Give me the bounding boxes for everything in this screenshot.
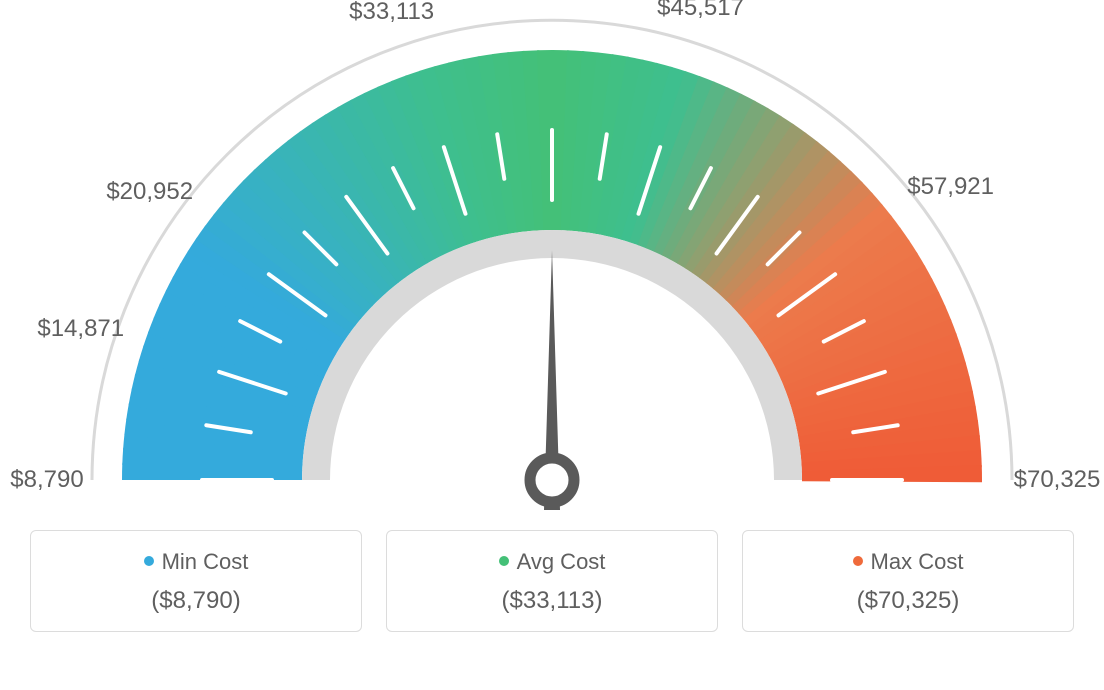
legend-title-avg: Avg Cost xyxy=(387,549,717,575)
legend-dot-min xyxy=(144,556,154,566)
legend-label-avg: Avg Cost xyxy=(517,549,606,574)
legend-box-max: Max Cost ($70,325) xyxy=(742,530,1074,632)
legend-dot-avg xyxy=(499,556,509,566)
gauge-tick-label: $33,113 xyxy=(349,0,434,26)
legend-box-min: Min Cost ($8,790) xyxy=(30,530,362,632)
gauge-tick-label: $45,517 xyxy=(657,0,744,22)
gauge-svg xyxy=(0,0,1104,540)
gauge-tick-label: $70,325 xyxy=(1014,466,1101,494)
legend-row: Min Cost ($8,790) Avg Cost ($33,113) Max… xyxy=(0,530,1104,632)
legend-label-min: Min Cost xyxy=(162,549,249,574)
legend-value-max: ($70,325) xyxy=(743,587,1073,615)
gauge-tick-label: $57,921 xyxy=(907,173,994,201)
gauge-tick-label: $8,790 xyxy=(10,466,83,494)
gauge-chart: $8,790 $14,871 $20,952 $33,113 $45,517 $57,92… xyxy=(0,0,1104,520)
gauge-tick-label: $20,952 xyxy=(106,178,193,206)
legend-title-min: Min Cost xyxy=(31,549,361,575)
legend-value-avg: ($33,113) xyxy=(387,587,717,615)
legend-label-max: Max Cost xyxy=(871,549,964,574)
gauge-tick-label: $14,871 xyxy=(37,315,124,343)
legend-dot-max xyxy=(853,556,863,566)
legend-box-avg: Avg Cost ($33,113) xyxy=(386,530,718,632)
legend-title-max: Max Cost xyxy=(743,549,1073,575)
legend-value-min: ($8,790) xyxy=(31,587,361,615)
